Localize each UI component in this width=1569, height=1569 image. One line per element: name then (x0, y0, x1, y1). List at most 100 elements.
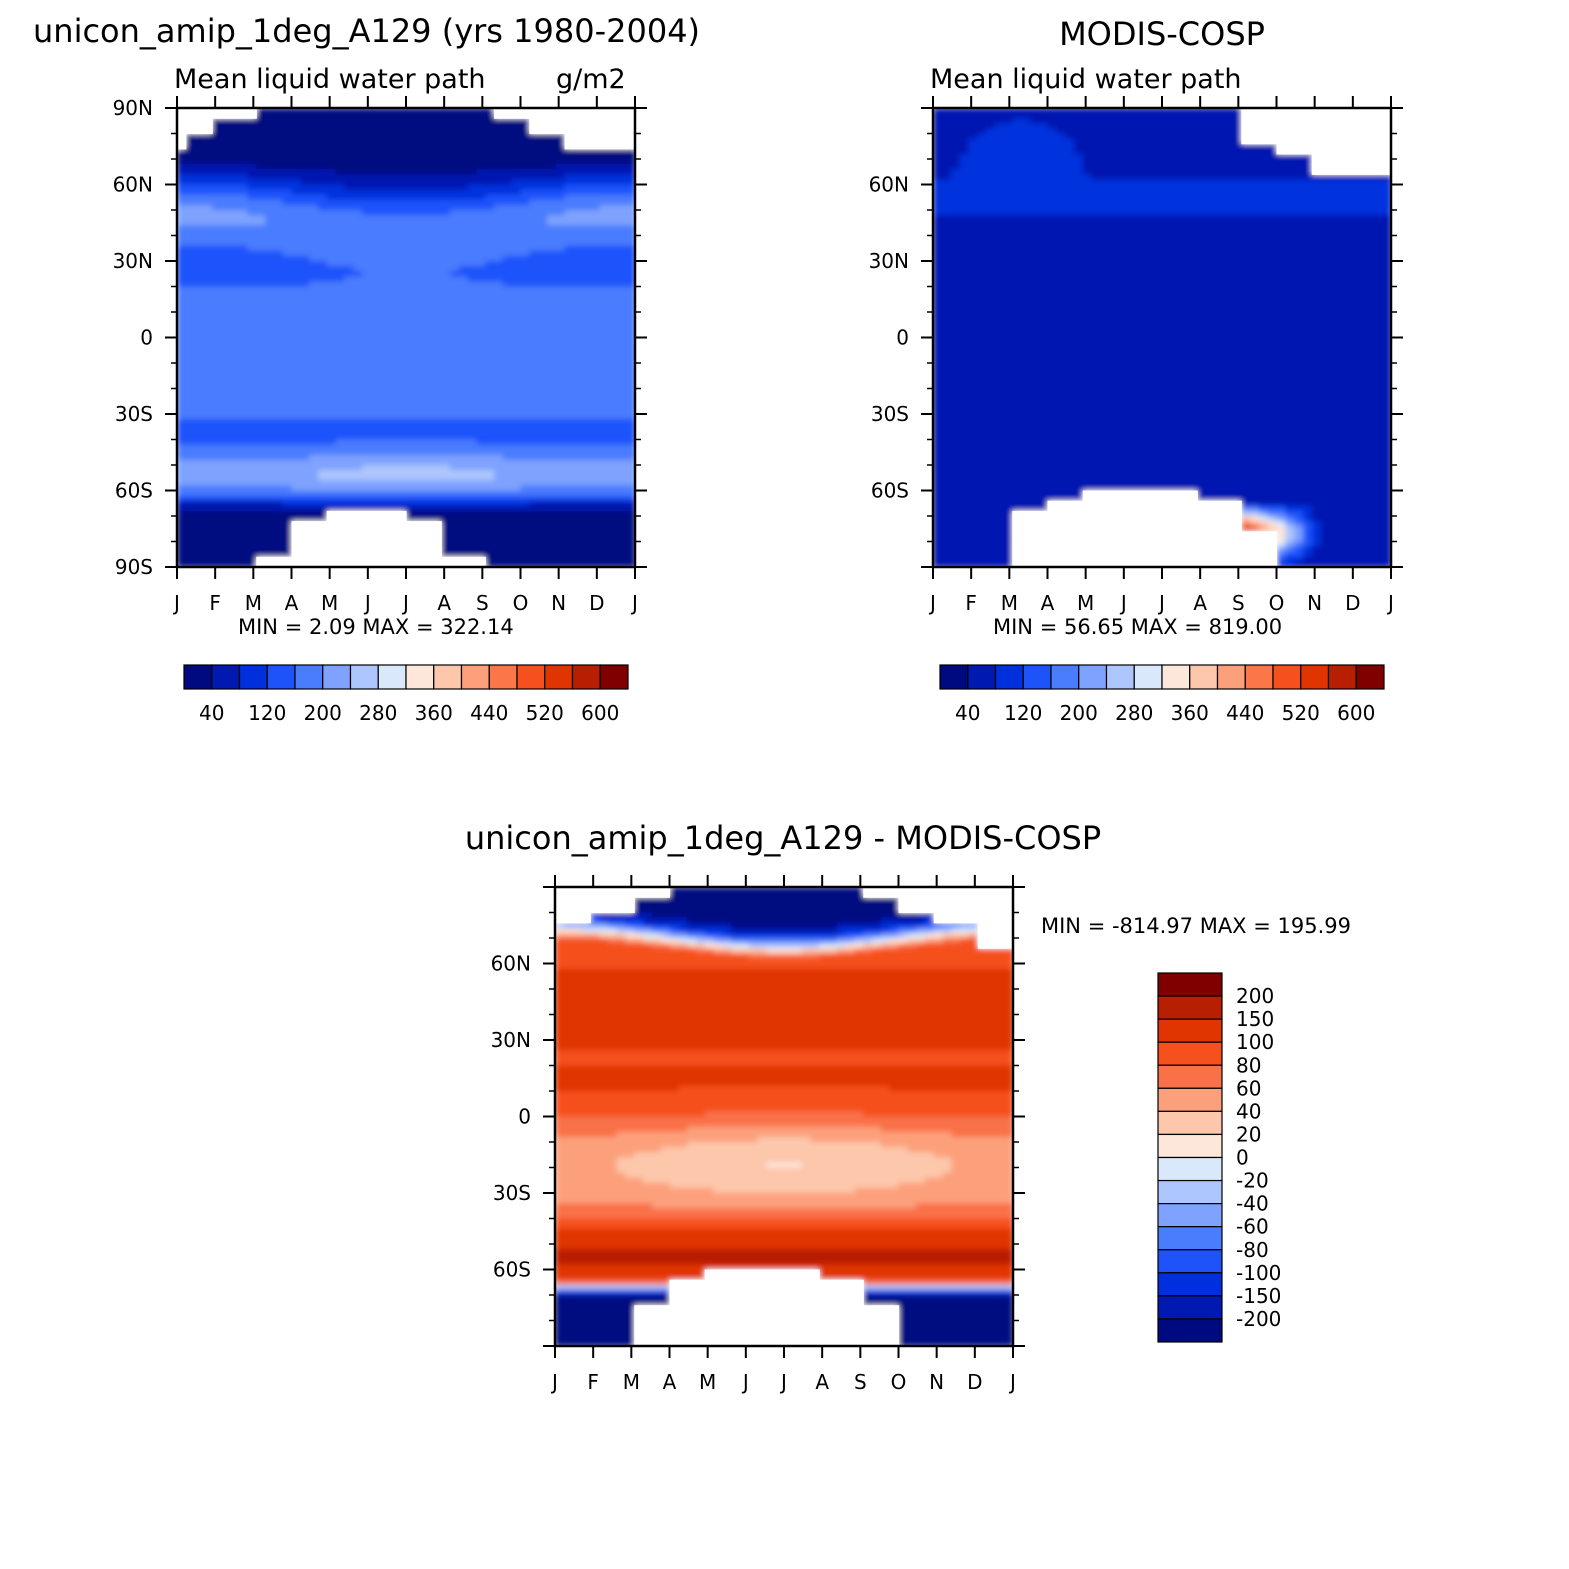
heatmap-cell (458, 465, 469, 471)
heatmap-cell (361, 266, 372, 272)
heatmap-cell (229, 174, 240, 180)
heatmap-cell (520, 337, 530, 344)
heatmap-cell (441, 510, 451, 517)
heatmap-cell (511, 281, 522, 288)
missing-cell (538, 123, 548, 129)
heatmap-cell (529, 337, 539, 344)
heatmap-cell (212, 118, 222, 124)
heatmap-cell (590, 363, 601, 369)
heatmap-cell (511, 510, 522, 517)
heatmap-cell (423, 490, 434, 497)
heatmap-cell (212, 444, 222, 451)
heatmap-cell (282, 332, 293, 339)
heatmap-cell (441, 398, 451, 405)
heatmap-cell (344, 210, 354, 216)
heatmap-cell (564, 363, 574, 369)
heatmap-cell (353, 301, 363, 308)
heatmap-cell (317, 337, 328, 344)
heatmap-cell (317, 312, 328, 318)
heatmap-cell (256, 286, 266, 293)
heatmap-cell (379, 179, 389, 186)
heatmap-cell (335, 312, 345, 318)
heatmap-cell (423, 327, 434, 333)
heatmap-cell (388, 215, 398, 221)
heatmap-cell (432, 194, 442, 201)
heatmap-cell (520, 434, 530, 441)
heatmap-cell (414, 266, 425, 272)
heatmap-cell (326, 153, 337, 160)
heatmap-cell (520, 459, 530, 466)
heatmap-cell (599, 240, 610, 247)
heatmap-cell (520, 510, 530, 517)
heatmap-cell (590, 500, 601, 507)
heatmap-cell (177, 286, 187, 293)
heatmap-cell (309, 347, 319, 354)
heatmap-cell (291, 133, 301, 140)
heatmap-cell (317, 210, 328, 216)
heatmap-cell (326, 210, 337, 216)
heatmap-cell (538, 194, 548, 201)
heatmap-cell (397, 291, 407, 298)
heatmap-cell (546, 444, 557, 451)
heatmap-cell (538, 449, 548, 456)
heatmap-cell (494, 199, 504, 206)
heatmap-cell (546, 393, 557, 400)
heatmap-cell (370, 475, 381, 481)
heatmap-cell (388, 495, 398, 502)
heatmap-cell (221, 352, 231, 359)
heatmap-cell (203, 449, 213, 456)
missing-cell (590, 108, 601, 114)
heatmap-cell (344, 388, 354, 395)
heatmap-cell (432, 388, 442, 395)
heatmap-cell (441, 546, 451, 553)
heatmap-cell (221, 169, 231, 175)
heatmap-cell (608, 500, 618, 507)
heatmap-cell (450, 148, 460, 155)
heatmap-cell (212, 541, 222, 548)
heatmap-cell (599, 368, 610, 374)
heatmap-cell (476, 521, 486, 527)
heatmap-cell (238, 169, 249, 175)
heatmap-cell (265, 485, 275, 492)
heatmap-cell (582, 210, 592, 216)
heatmap-cell (265, 500, 275, 507)
heatmap-cell (379, 306, 389, 313)
heatmap-cell (529, 454, 539, 461)
heatmap-cell (309, 403, 319, 410)
heatmap-cell (273, 521, 284, 527)
heatmap-cell (617, 169, 627, 175)
heatmap-cell (247, 250, 257, 257)
heatmap-cell (555, 255, 566, 262)
heatmap-cell (185, 541, 196, 548)
heatmap-cell (485, 556, 495, 563)
heatmap-cell (520, 556, 530, 563)
heatmap-cell (546, 189, 557, 196)
heatmap-cell (185, 556, 196, 563)
heatmap-cell (203, 352, 213, 359)
heatmap-cell (291, 113, 301, 119)
missing-cell (494, 108, 504, 114)
heatmap-cell (414, 485, 425, 492)
heatmap-cell (353, 363, 363, 369)
heatmap-cell (388, 291, 398, 298)
heatmap-cell (221, 357, 231, 364)
heatmap-cell (379, 153, 389, 160)
heatmap-cell (282, 189, 293, 196)
heatmap-cell (238, 516, 249, 522)
missing-cell (564, 128, 574, 135)
heatmap-cell (458, 281, 469, 288)
heatmap-cell (194, 306, 205, 313)
missing-cell (185, 128, 196, 135)
heatmap-cell (529, 536, 539, 543)
heatmap-cell (502, 352, 513, 359)
heatmap-cell (599, 500, 610, 507)
heatmap-cell (626, 408, 635, 415)
heatmap-cell (221, 128, 231, 135)
heatmap-cell (538, 485, 548, 492)
missing-cell (406, 526, 416, 532)
heatmap-cell (546, 215, 557, 221)
heatmap-cell (238, 414, 249, 420)
heatmap-cell (485, 454, 495, 461)
heatmap-cell (573, 250, 583, 257)
heatmap-cell (450, 133, 460, 140)
